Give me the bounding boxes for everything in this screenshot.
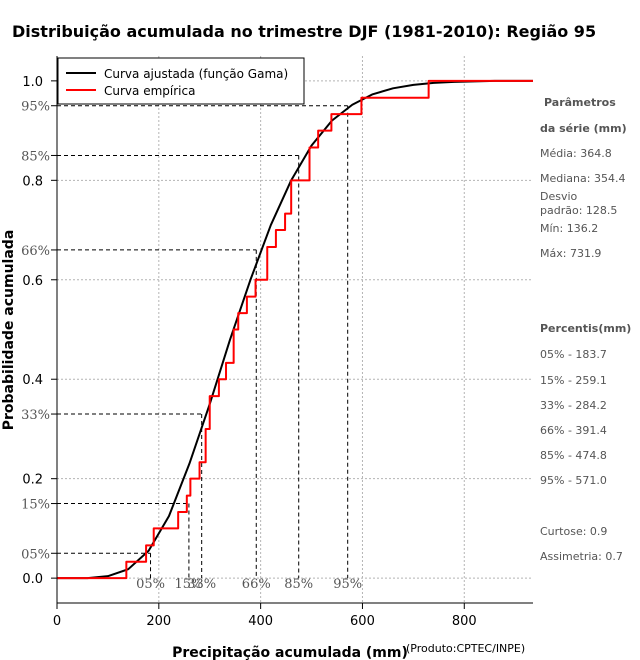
stat-max: Máx: 731.9	[540, 247, 601, 260]
y-percentile-label: 05%	[21, 547, 50, 562]
y-tick-label: 0.0	[22, 572, 43, 587]
y-percentile-label: 95%	[21, 100, 50, 115]
stat-stddev-line2: padrão: 128.5	[540, 204, 617, 217]
x-percentile-label: 15%	[174, 577, 203, 592]
y-percentile-label: 66%	[21, 244, 50, 259]
legend-label-fitted: Curva ajustada (função Gama)	[104, 67, 288, 81]
percentile-85: 85% - 474.8	[540, 449, 607, 462]
grid-lines	[57, 56, 533, 603]
stat-min: Mín: 136.2	[540, 222, 598, 235]
x-tick-label: 800	[452, 614, 477, 629]
x-percentile-label: 66%	[242, 577, 271, 592]
y-tick-label: 0.4	[22, 373, 43, 388]
y-percentile-label: 85%	[21, 149, 50, 164]
legend-box	[57, 57, 305, 105]
percentile-15: 15% - 259.1	[540, 374, 607, 387]
stat-skewness: Assimetria: 0.7	[540, 550, 623, 563]
x-percentile-label: 05%	[136, 577, 165, 592]
x-percentile-label: 95%	[333, 577, 362, 592]
y-percentile-label: 15%	[21, 498, 50, 513]
x-percentile-label: 85%	[284, 577, 313, 592]
y-tick-label: 0.2	[22, 473, 43, 488]
percentile-05: 05% - 183.7	[540, 348, 607, 361]
percentile-95: 95% - 571.0	[540, 474, 607, 487]
percentiles-title: Percentis(mm)	[540, 322, 631, 335]
y-tick-label: 0.6	[22, 274, 43, 289]
credit-label: (Produto:CPTEC/INPE)	[406, 642, 525, 655]
x-tick-label: 400	[248, 614, 273, 629]
x-axis-ticks: 0 200 400 600 800	[53, 603, 477, 629]
y-tick-label: 1.0	[22, 75, 43, 90]
x-axis-label: Precipitação acumulada (mm)	[172, 645, 408, 660]
percentile-33: 33% - 284.2	[540, 399, 607, 412]
y-percentile-label: 33%	[21, 408, 50, 423]
legend: Curva ajustada (função Gama) Curva empír…	[57, 57, 305, 105]
stats-panel: Parâmetros da série (mm) Média: 364.8 Me…	[540, 96, 631, 563]
percentile-66: 66% - 391.4	[540, 424, 607, 437]
params-title-line1: Parâmetros	[544, 96, 616, 109]
x-tick-label: 200	[146, 614, 171, 629]
empirical-step-curve	[57, 79, 533, 580]
stat-stddev-line1: Desvio	[540, 190, 578, 203]
x-tick-label: 600	[350, 614, 375, 629]
stat-kurtosis: Curtose: 0.9	[540, 525, 607, 538]
params-title-line2: da série (mm)	[540, 122, 627, 135]
y-percentile-labels: 05% 15% 33% 66% 85% 95%	[21, 100, 57, 562]
stat-median: Mediana: 354.4	[540, 172, 625, 185]
y-tick-label: 0.8	[22, 174, 43, 189]
stat-mean: Média: 364.8	[540, 147, 612, 160]
x-percentile-label: 33%	[187, 577, 216, 592]
plot-area	[57, 56, 533, 603]
series-curves	[57, 79, 533, 580]
percentile-guides	[57, 105, 349, 579]
legend-label-empirical: Curva empírica	[104, 84, 195, 98]
x-tick-label: 0	[53, 614, 61, 629]
y-axis-label: Probabilidade acumulada	[1, 230, 17, 431]
x-percentile-labels: 05% 15%33% 66% 85% 95%	[136, 577, 362, 592]
chart-title: Distribuição acumulada no trimestre DJF …	[12, 22, 596, 41]
y-axis-ticks: 0.0 0.2 0.4 0.6 0.8 1.0	[22, 75, 57, 587]
